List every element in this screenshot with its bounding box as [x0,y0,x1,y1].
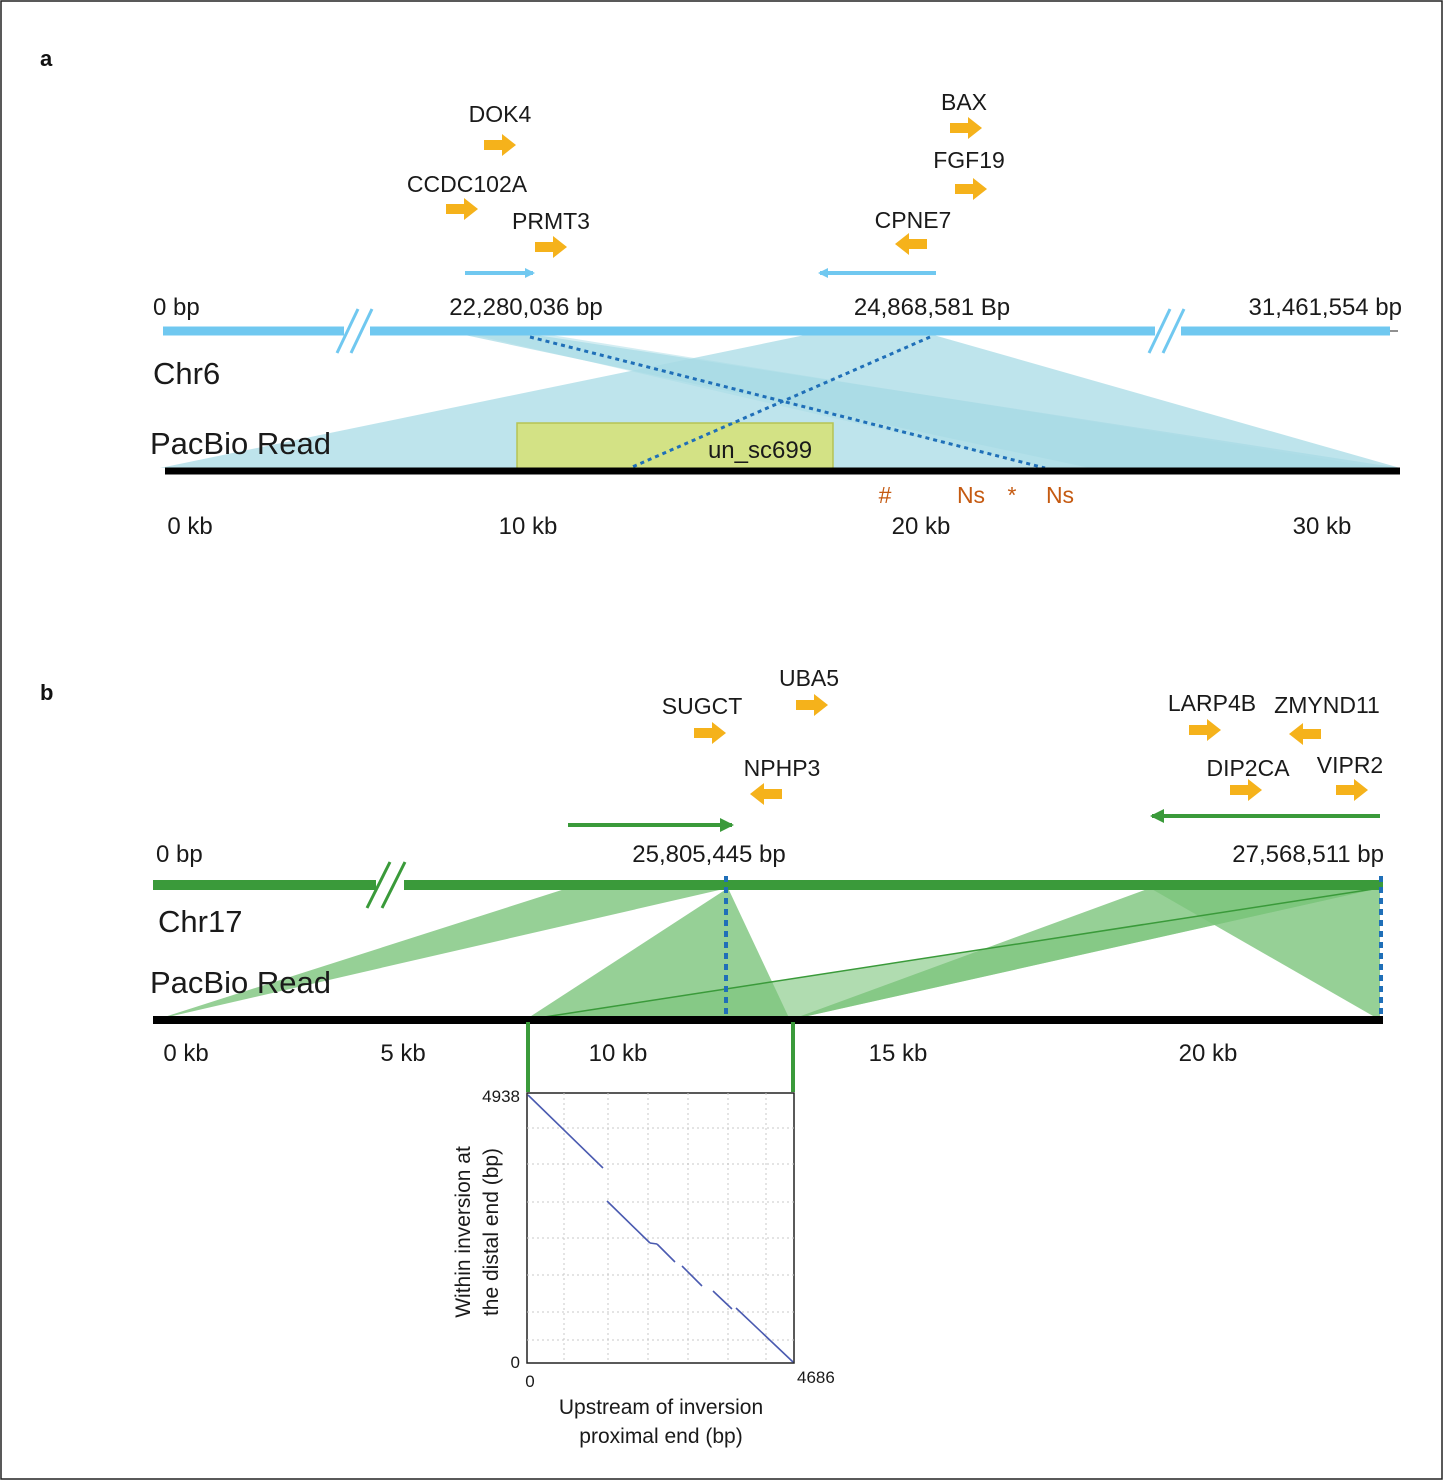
panel-b-kb-tick-15: 15 kb [869,1040,928,1067]
gene-arrow-vipr2-icon [1336,779,1368,801]
marker-ns-2: Ns [1046,482,1074,508]
chr6-coord-start: 0 bp [153,294,200,321]
panel-b-kb-tick-20: 20 kb [1179,1040,1238,1067]
dotplot-alignment [527,1094,794,1363]
marker-hash: # [879,482,892,508]
gene-arrow-bax-icon [950,117,982,139]
panel-b-synteny-block-1 [155,888,728,1020]
gene-label-sugct: SUGCT [662,693,743,719]
chr6-coord-end: 31,461,554 bp [1249,294,1402,321]
dotplot-y-min: 0 [511,1353,520,1372]
chr17-break-mark [365,861,407,909]
gene-arrow-prmt3-icon [535,236,567,258]
gene-label-fgf19: FGF19 [933,147,1005,173]
panel-a-letter: a [40,46,53,71]
gene-arrow-ccdc102a-icon [446,198,478,220]
dotplot-x-min: 0 [525,1372,534,1391]
chr17-coord-start: 0 bp [156,841,203,868]
panel-a-breakpoint-line-2 [629,335,931,470]
marker-ns-1: Ns [957,482,985,508]
panel-a-synteny-block-3 [470,334,1380,468]
panel-b-synteny-edge [524,887,1381,1021]
gene-arrow-dok4-icon [484,134,516,156]
gene-label-bax: BAX [941,89,987,115]
gene-arrow-sugct-icon [694,722,726,744]
dotplot-grid [527,1093,794,1363]
dotplot-x-max: 4686 [797,1368,835,1387]
panel-a-read-label: PacBio Read [150,426,331,461]
gene-arrow-larp4b-icon [1189,719,1221,741]
panel-a-kb-tick-30: 30 kb [1293,513,1352,540]
gene-label-zmynd11: ZMYND11 [1274,692,1380,718]
panel-a-kb-tick-0: 0 kb [167,513,212,540]
gene-arrow-nphp3-icon [750,783,782,805]
chr17-label: Chr17 [158,904,242,939]
panel-b-read-label: PacBio Read [150,965,331,1000]
gene-arrow-uba5-icon [796,694,828,716]
gene-label-dip2ca: DIP2CA [1206,755,1290,781]
chr6-coord-left-breakpoint: 22,280,036 bp [449,294,602,321]
panel-a-kb-tick-10: 10 kb [499,513,558,540]
gene-arrow-zmynd11-icon [1289,723,1321,745]
dotplot [526,1092,795,1364]
dotplot-x-label-line1: Upstream of inversion [559,1396,763,1419]
gene-label-larp4b: LARP4B [1168,690,1256,716]
contig-label: un_sc699 [708,437,812,464]
dotplot-y-label-line2: the distal end (bp) [480,1148,503,1316]
panel-b-kb-tick-5: 5 kb [380,1040,425,1067]
gene-label-cpne7: CPNE7 [875,207,952,233]
chr17-coord-right-breakpoint: 27,568,511 bp [1232,841,1384,868]
chr6-break-mark-2 [1147,308,1186,354]
contig-box [516,422,834,470]
chr6-break-mark-1 [335,308,374,354]
gene-label-prmt3: PRMT3 [512,208,590,234]
panel-b-synteny-block-2 [525,888,790,1020]
dotplot-y-max: 4938 [482,1087,520,1106]
panel-b-kb-tick-10: 10 kb [589,1040,648,1067]
gene-label-uba5: UBA5 [779,665,839,691]
gene-arrow-dip2ca-icon [1230,779,1262,801]
gene-arrow-fgf19-icon [955,178,987,200]
panel-b-kb-tick-0: 0 kb [163,1040,208,1067]
gene-arrow-cpne7-icon [895,233,927,255]
chr6-coord-right-breakpoint: 24,868,581 Bp [854,294,1010,321]
dotplot-x-label-line2: proximal end (bp) [579,1425,742,1448]
chr17-coord-left-breakpoint: 25,805,445 bp [632,841,785,868]
marker-asterisk: * [1008,482,1017,508]
gene-label-ccdc102a: CCDC102A [407,171,528,197]
gene-label-dok4: DOK4 [469,101,532,127]
panel-a-kb-tick-20: 20 kb [892,513,951,540]
panel-b-letter: b [40,680,53,705]
gene-label-nphp3: NPHP3 [744,755,821,781]
panel-a-breakpoint-line-1 [529,335,1046,470]
dotplot-y-label-line1: Within inversion at [452,1146,475,1318]
chr6-label: Chr6 [153,356,220,391]
gene-label-vipr2: VIPR2 [1317,752,1383,778]
